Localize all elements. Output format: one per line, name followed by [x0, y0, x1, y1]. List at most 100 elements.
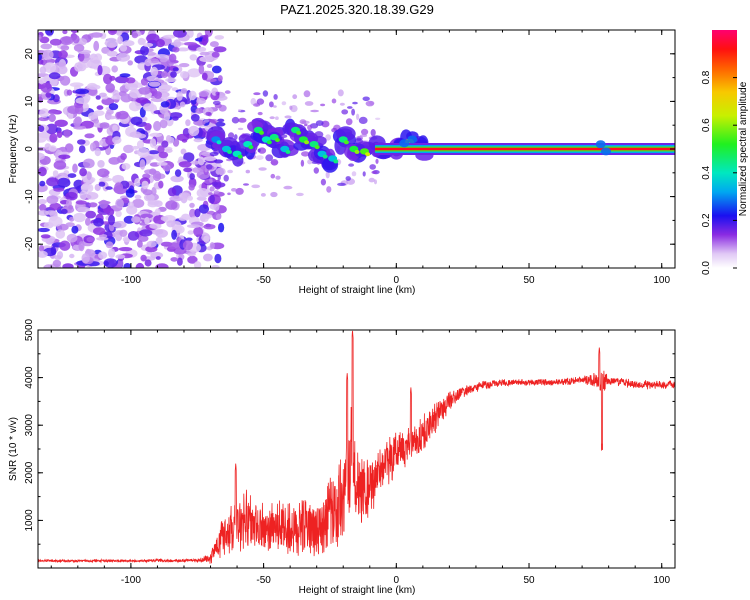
noise-blob [234, 134, 238, 140]
tone-bump [595, 140, 606, 149]
noise-blob [269, 101, 274, 108]
noise-blob [108, 248, 116, 258]
noise-blob [49, 38, 62, 46]
colorbar-tick-label: 0.0 [701, 261, 712, 275]
noise-blob [74, 62, 83, 72]
noise-blob [78, 241, 85, 252]
noise-blob [166, 220, 176, 228]
noise-blob [111, 95, 117, 100]
noise-blob [94, 148, 102, 157]
noise-blob [62, 263, 74, 268]
noise-blob [70, 30, 79, 34]
noise-blob [95, 95, 101, 100]
noise-blob [38, 125, 45, 132]
snr-series-line [38, 330, 675, 564]
noise-blob [121, 163, 131, 170]
noise-blob [206, 164, 213, 170]
noise-blob [374, 179, 377, 185]
noise-blob [170, 257, 178, 262]
noise-blob [165, 77, 177, 83]
noise-blob [209, 178, 213, 183]
noise-blob [211, 181, 218, 186]
noise-blob [213, 190, 220, 195]
noise-blob [275, 175, 281, 180]
noise-blob [115, 198, 124, 209]
noise-blob [119, 44, 128, 52]
noise-blob [320, 103, 326, 107]
noise-blob [106, 50, 118, 57]
noise-blob [273, 105, 277, 108]
noise-blob [96, 236, 109, 241]
noise-blob [362, 171, 366, 177]
noise-blob [270, 191, 278, 198]
noise-blob [97, 65, 103, 76]
noise-blob [87, 84, 101, 90]
noise-blob [167, 187, 177, 197]
noise-blob [370, 129, 376, 137]
noise-blob [120, 153, 127, 160]
noise-blob [117, 35, 123, 45]
noise-blob [112, 136, 122, 144]
noise-blob [127, 231, 140, 241]
noise-blob [97, 168, 110, 178]
noise-blob [88, 112, 99, 121]
noise-blob [63, 129, 71, 138]
noise-blob [160, 216, 169, 221]
noise-blob [60, 208, 68, 215]
noise-blob [139, 87, 150, 92]
noise-blob [40, 234, 51, 239]
noise-blob [283, 185, 293, 190]
noise-blob [42, 49, 54, 60]
noise-blob [206, 64, 213, 68]
noise-blob [361, 128, 369, 136]
snr-x-axis: -100 -50 0 50 100 [50, 330, 671, 586]
noise-blob [170, 71, 177, 78]
y-tick-label: 3000 [24, 414, 35, 437]
noise-blob [192, 167, 200, 173]
noise-blob [96, 105, 104, 110]
noise-blob [73, 44, 85, 52]
noise-blob [86, 171, 92, 181]
noise-blob [45, 92, 52, 98]
noise-blob [93, 118, 99, 124]
noise-blob [303, 90, 311, 98]
noise-blob [94, 183, 101, 192]
noise-blob [159, 57, 168, 63]
noise-blob [215, 167, 226, 176]
noise-blob [75, 88, 90, 95]
noise-blob [147, 199, 160, 205]
ridge-core [304, 140, 310, 145]
noise-blob [371, 170, 378, 174]
noise-blob [59, 36, 74, 46]
noise-blob [155, 229, 169, 238]
noise-blob [67, 112, 74, 120]
noise-blob [300, 159, 305, 167]
noise-blob [245, 169, 250, 174]
noise-blob [144, 123, 152, 131]
ridge-core [314, 145, 320, 150]
noise-blob [98, 251, 108, 259]
noise-blob [62, 30, 68, 35]
noise-blob [172, 67, 179, 72]
noise-blob [182, 240, 193, 251]
noise-blob [140, 213, 153, 219]
noise-blob [75, 200, 87, 205]
noise-blob [129, 89, 140, 99]
ridge-core [343, 140, 349, 145]
noise-blob [57, 177, 71, 188]
noise-blob [162, 34, 176, 39]
noise-blob [275, 116, 279, 120]
noise-blob [187, 230, 194, 235]
noise-blob [140, 254, 147, 262]
noise-blob [145, 245, 158, 253]
y-tick-label: 10 [24, 95, 35, 107]
colorbar: 0.0 0.2 0.4 0.6 0.8 Normalized spectral ampl… [701, 30, 749, 275]
noise-blob [98, 181, 106, 187]
noise-blob [161, 70, 168, 79]
x-tick-label: 0 [394, 575, 400, 586]
spectrogram-y-label: Frequency (Hz) [8, 115, 19, 184]
noise-blob [157, 145, 165, 154]
tone-bump [600, 147, 611, 156]
noise-blob [72, 163, 78, 173]
